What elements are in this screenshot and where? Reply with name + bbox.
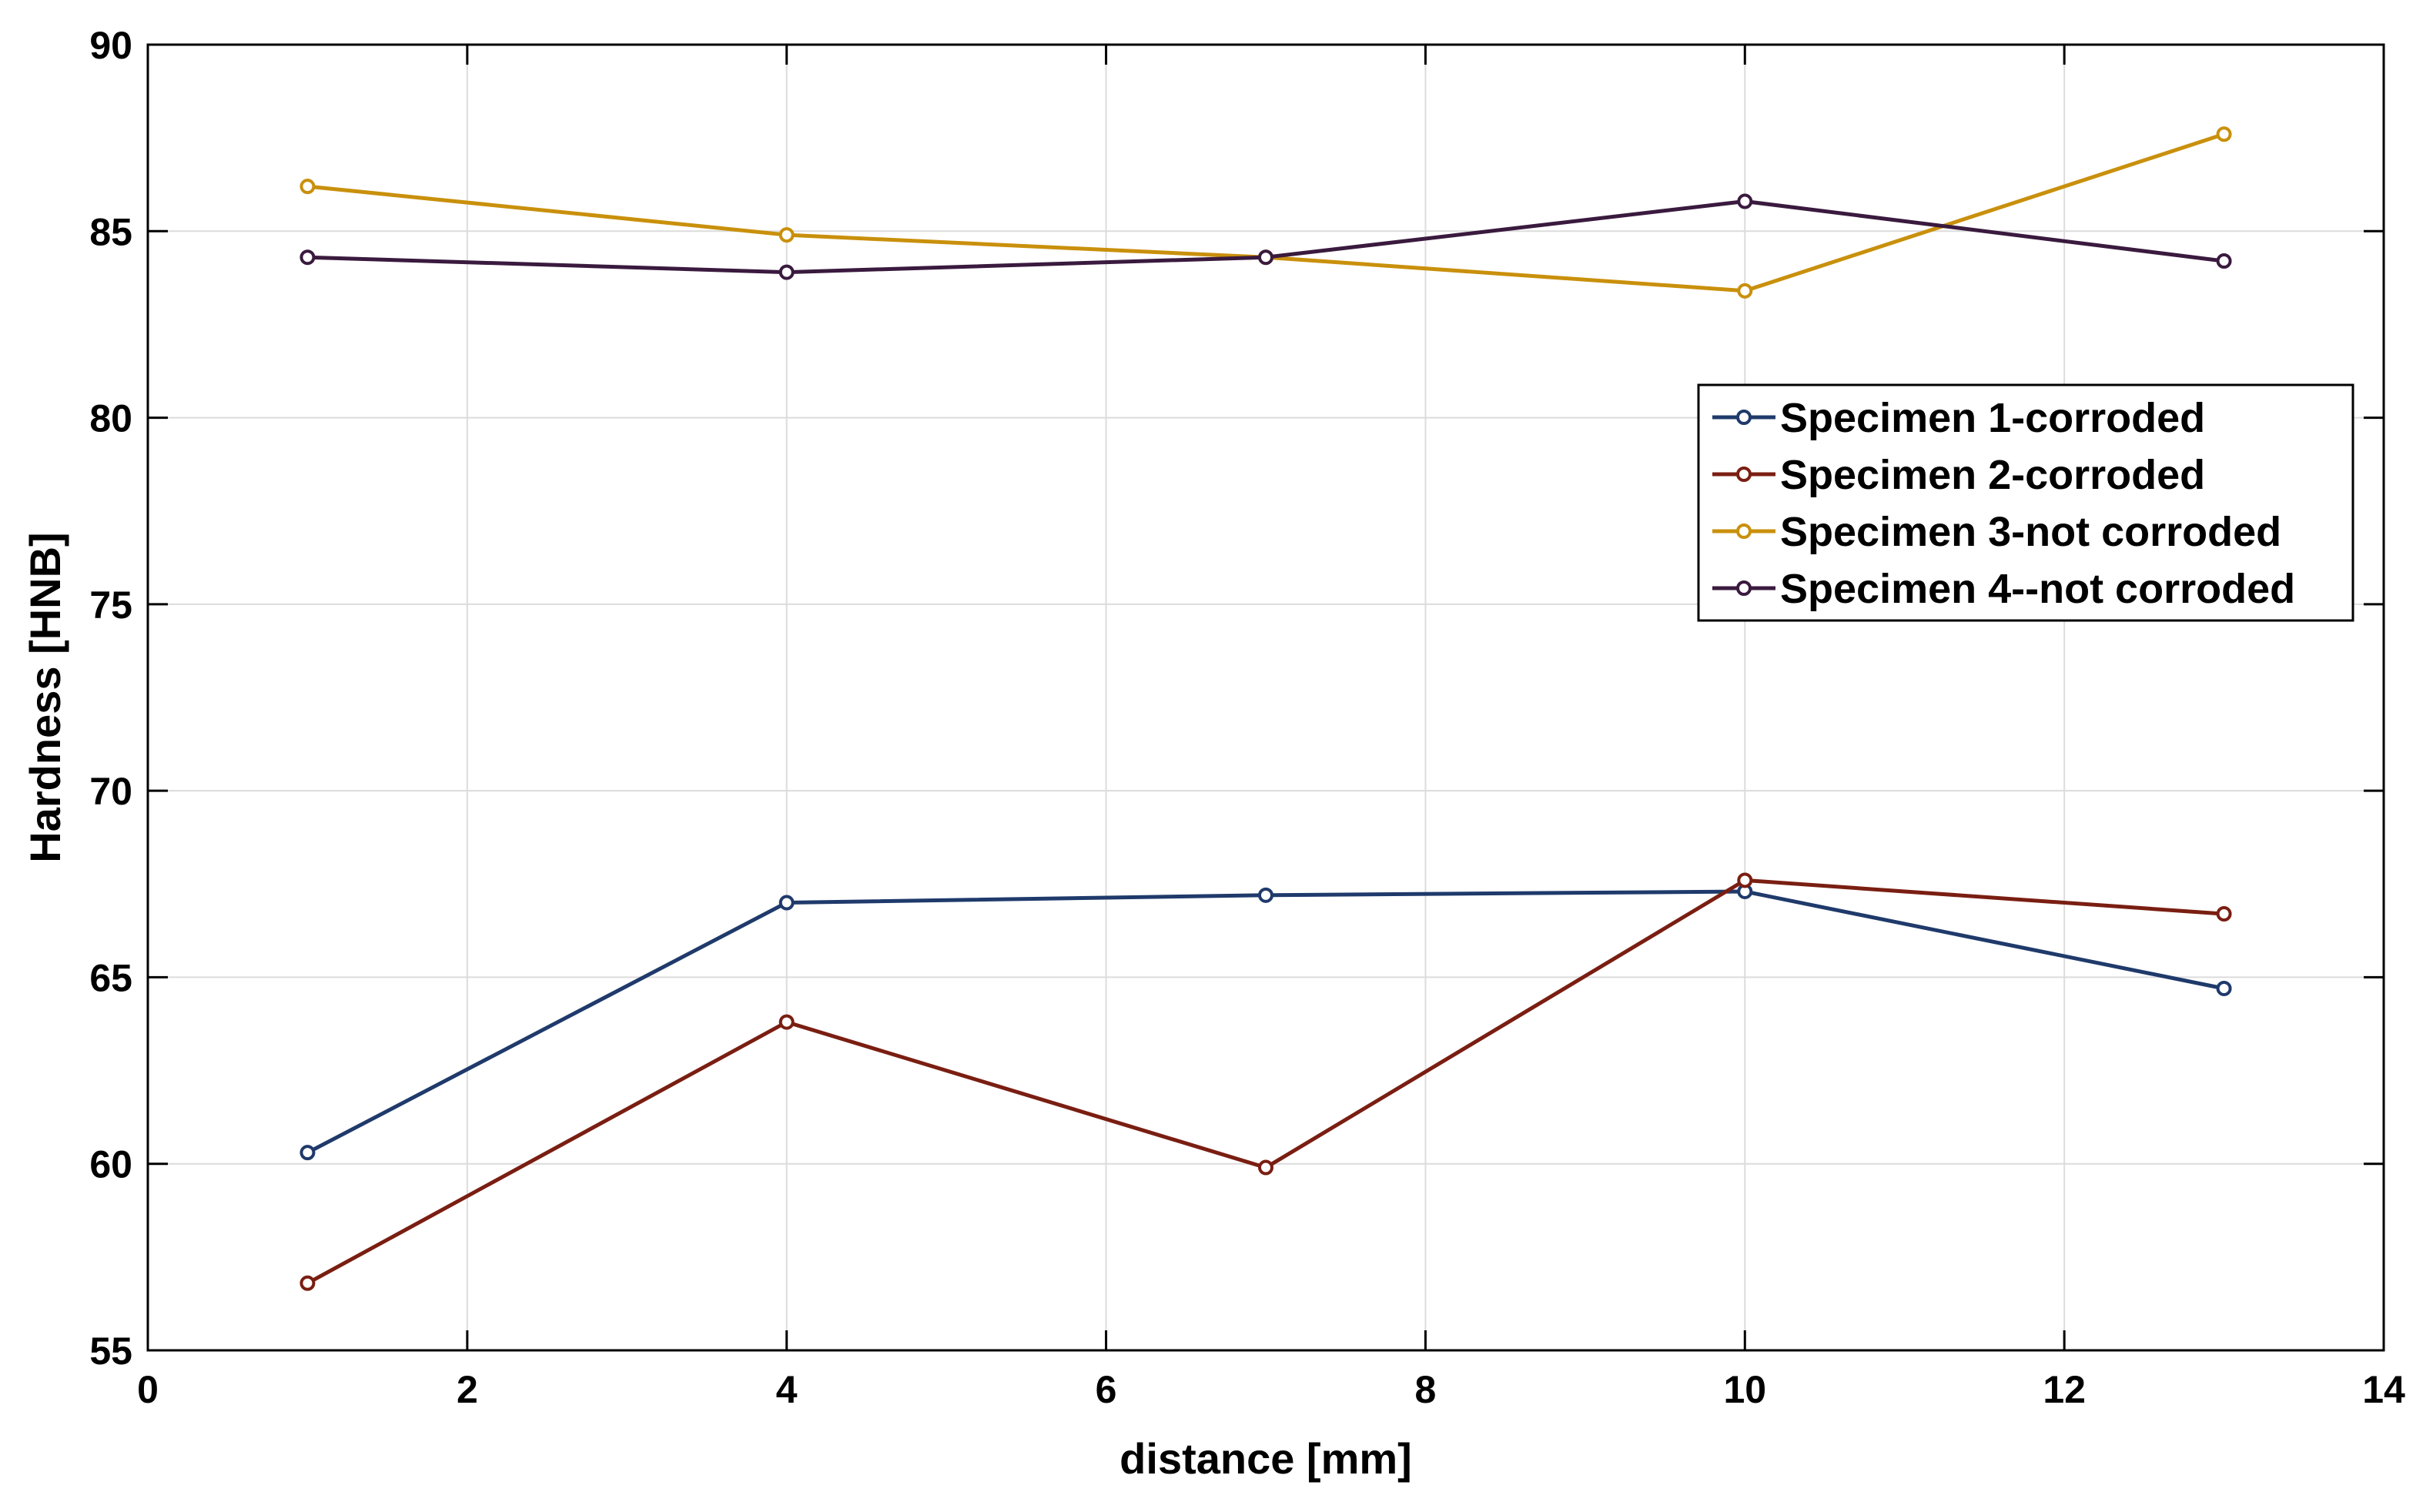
data-point	[2216, 980, 2232, 996]
legend-box	[1697, 383, 2354, 622]
legend-item: Specimen 1-corroded	[1712, 395, 2205, 441]
data-point	[778, 1014, 795, 1030]
data-point	[1258, 249, 1273, 266]
data-point	[778, 264, 795, 280]
data-point	[1737, 872, 1753, 888]
x-axis-label: distance [mm]	[1119, 1434, 1412, 1483]
x-tick-label: 10	[1723, 1368, 1766, 1411]
data-point	[2216, 253, 2232, 269]
plot-area-frame	[146, 43, 2385, 1352]
tick-labels: 0 2 4 6 8 10 12 14 55 60 65 70 75 80 85 90	[89, 24, 2405, 1411]
x-tick-label: 0	[137, 1368, 159, 1411]
y-tick-label: 90	[89, 24, 132, 67]
data-point	[1258, 1159, 1273, 1176]
legend-item: Specimen 3-not corroded	[1712, 509, 2281, 555]
data-point	[2216, 906, 2232, 922]
axis-ticks	[146, 43, 2385, 1352]
y-tick-label: 80	[89, 397, 132, 440]
y-axis-label: Hardness [HNB]	[21, 532, 69, 862]
x-tick-label: 14	[2362, 1368, 2405, 1411]
legend-label: Specimen 4--not corroded	[1780, 566, 2295, 612]
series-lines	[300, 126, 2232, 1291]
data-point	[300, 1145, 316, 1161]
y-tick-label: 85	[89, 210, 132, 253]
legend-label: Specimen 1-corroded	[1780, 395, 2205, 441]
legend-marker	[1736, 410, 1752, 425]
data-point	[300, 1275, 316, 1291]
legend-marker	[1736, 580, 1752, 596]
x-tick-label: 6	[1096, 1368, 1117, 1411]
legend-marker	[1736, 524, 1752, 539]
y-tick-label: 55	[89, 1330, 132, 1373]
x-tick-label: 12	[2043, 1368, 2086, 1411]
data-point	[778, 227, 795, 243]
y-tick-label: 70	[89, 770, 132, 813]
legend-item: Specimen 4--not corroded	[1712, 566, 2295, 612]
legend: Specimen 1-corroded Specimen 2-corroded Sp…	[1697, 383, 2354, 622]
data-point	[1737, 283, 1753, 299]
series-2	[300, 872, 2232, 1291]
legend-label: Specimen 2-corroded	[1780, 452, 2205, 498]
x-tick-label: 2	[457, 1368, 478, 1411]
x-tick-label: 8	[1415, 1368, 1437, 1411]
y-tick-label: 60	[89, 1143, 132, 1186]
y-tick-label: 75	[89, 584, 132, 627]
data-point	[778, 895, 795, 911]
data-point	[300, 179, 316, 195]
legend-marker	[1736, 467, 1752, 482]
legend-item: Specimen 2-corroded	[1712, 452, 2205, 498]
data-point	[1737, 193, 1753, 209]
data-point	[1258, 887, 1273, 903]
x-tick-label: 4	[776, 1368, 798, 1411]
y-tick-label: 65	[89, 956, 132, 999]
data-point	[300, 249, 316, 266]
legend-label: Specimen 3-not corroded	[1780, 509, 2281, 555]
data-point	[2216, 126, 2232, 142]
series-4	[300, 193, 2232, 280]
